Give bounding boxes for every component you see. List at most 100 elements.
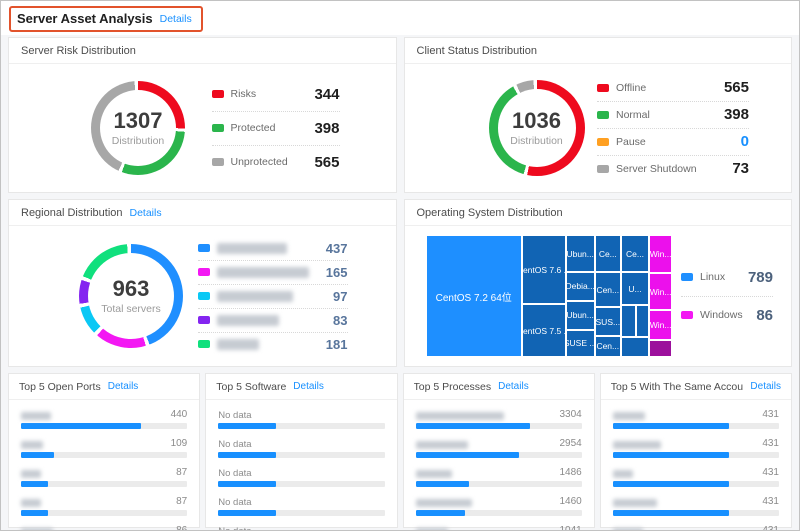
server-risk-legend: Risks 344 Protected 398 Unprotected 565: [211, 78, 340, 179]
bar-row: 440: [21, 409, 188, 429]
treemap-node[interactable]: [621, 337, 649, 356]
bar-row: 1460: [415, 496, 582, 516]
treemap-column: Ce... U...: [621, 236, 649, 356]
legend-item-risks[interactable]: Risks 344: [211, 78, 340, 112]
legend-item-offline[interactable]: Offline 565: [597, 75, 749, 102]
legend-value: 73: [732, 160, 749, 177]
bar-value: 1486: [559, 467, 582, 478]
legend-label: Server Shutdown: [616, 162, 697, 175]
bar-row-header: 86: [21, 525, 187, 530]
treemap-node-cen[interactable]: Cen...: [595, 273, 620, 307]
redacted-label: [216, 314, 279, 326]
software-details-link[interactable]: Details: [293, 381, 324, 392]
treemap-node-u[interactable]: U...: [621, 273, 649, 305]
panel-body: 1036 Distribution Offline 565 Normal 398 Pau…: [405, 64, 792, 192]
bar-value: 3304: [559, 409, 582, 420]
row-3: Top 5 Open Ports Details 440 109 87 87 86 To…: [8, 373, 792, 531]
legend-item-normal[interactable]: Normal 398: [597, 102, 749, 129]
processes-bar-chart: 3304 2954 1486 1460 1041: [404, 400, 594, 530]
server-risk-donut-chart: 1307 Distribution: [91, 81, 185, 175]
page-details-link[interactable]: Details: [159, 12, 192, 25]
title-annotation-box: Server Asset Analysis Details: [9, 6, 203, 32]
legend-item[interactable]: 181: [197, 333, 348, 356]
bar-value: 2954: [559, 438, 582, 449]
legend-item-linux[interactable]: Linux 789: [681, 259, 773, 297]
bar-track: [218, 423, 385, 429]
same-account-details-link[interactable]: Details: [750, 381, 781, 392]
redacted-label: [612, 441, 661, 449]
bar-row-header: 431: [612, 409, 779, 420]
treemap-node-ce[interactable]: Ce...: [595, 236, 620, 272]
treemap-column: CentOS 7.6 ...CentOS 7.5 ...: [522, 236, 565, 356]
treemap-node-cen[interactable]: Cen...: [595, 336, 620, 356]
legend-swatch: [211, 158, 224, 166]
bar-fill: [21, 452, 55, 458]
legend-item[interactable]: 83: [197, 309, 348, 333]
legend-item-protected[interactable]: Protected 398: [211, 112, 340, 146]
treemap-node[interactable]: [621, 306, 636, 336]
redacted-label: [415, 441, 468, 449]
treemap-split: [621, 306, 649, 336]
treemap-node-sus[interactable]: SUS...: [595, 308, 620, 335]
bar-row-header: 431: [612, 496, 779, 507]
bar-fill: [21, 510, 48, 516]
row-2: Regional Distribution Details 963 Total …: [8, 199, 792, 367]
panel-top5-processes: Top 5 Processes Details 3304 2954 1486 1460…: [402, 373, 595, 530]
legend-value: 344: [314, 85, 340, 103]
bar-row: No data: [218, 409, 385, 429]
legend-item-server-shutdown[interactable]: Server Shutdown 73: [597, 156, 749, 182]
legend-item[interactable]: 437: [197, 237, 348, 261]
legend-value: 0: [740, 133, 749, 150]
treemap-node-centos-7-5[interactable]: CentOS 7.5 ...: [522, 305, 565, 356]
donut-center: 1036 Distribution: [497, 89, 576, 167]
legend-swatch: [597, 110, 609, 119]
treemap-column: Ce... Cen... SUS... Cen...: [595, 236, 620, 356]
redacted-label: [21, 470, 41, 478]
legend-swatch: [197, 316, 210, 324]
treemap-node-ubun[interactable]: Ubun...: [566, 236, 594, 272]
treemap-node-centos-7-6[interactable]: CentOS 7.6 ...: [522, 236, 565, 304]
legend-item[interactable]: 165: [197, 261, 348, 285]
legend-item-unprotected[interactable]: Unprotected 565: [211, 146, 340, 179]
legend-item[interactable]: 97: [197, 285, 348, 309]
legend-item-pause[interactable]: Pause 0: [597, 129, 749, 156]
treemap-node-suse[interactable]: SUSE ...: [566, 330, 594, 356]
bar-label: No data: [218, 438, 252, 450]
treemap-column: CentOS 7.2 64位: [426, 236, 521, 356]
treemap-node-ubun[interactable]: Ubun...: [566, 301, 594, 329]
panel-title: Top 5 Software: [216, 380, 287, 393]
redacted-label: [216, 338, 259, 350]
treemap-node[interactable]: [637, 306, 649, 336]
bar-label: No data: [218, 525, 252, 531]
treemap-node[interactable]: [650, 341, 672, 356]
open-ports-details-link[interactable]: Details: [107, 381, 139, 392]
legend-swatch: [211, 124, 224, 132]
legend-item-windows[interactable]: Windows 86: [681, 297, 773, 334]
bar-row-header: 87: [21, 496, 187, 507]
bar-track: [415, 423, 582, 429]
open-ports-bar-chart: 440 109 87 87 86: [9, 400, 199, 530]
treemap-node-debia[interactable]: Debia...: [566, 273, 594, 300]
software-bar-chart: No data No data No data No data No data: [206, 400, 396, 531]
panel-body: 963 Total servers 437 165 97 83 181: [9, 226, 396, 366]
processes-details-link[interactable]: Details: [498, 381, 529, 392]
panel-client-status-distribution: Client Status Distribution 1036 Distribu…: [403, 37, 792, 193]
treemap-node-win[interactable]: Win...: [650, 274, 672, 309]
legend-swatch: [597, 164, 609, 173]
treemap-node-ce[interactable]: Ce...: [621, 236, 649, 272]
bar-value: 87: [176, 467, 188, 478]
bar-value: 87: [176, 496, 188, 507]
bar-row-header: 1041: [415, 525, 582, 530]
bar-track: [612, 452, 779, 458]
bar-row: 431: [612, 496, 779, 516]
bar-track: [218, 481, 385, 487]
bar-row: 431: [612, 525, 779, 530]
bar-track: [415, 452, 582, 458]
bar-fill: [415, 481, 469, 487]
treemap-node-centos-7-2-64[interactable]: CentOS 7.2 64位: [426, 236, 521, 356]
treemap-node-win[interactable]: Win...: [650, 236, 672, 273]
treemap-node-win[interactable]: Win...: [650, 310, 672, 340]
bar-fill: [218, 510, 277, 516]
donut-caption: Distribution: [111, 134, 165, 147]
regional-details-link[interactable]: Details: [129, 206, 162, 219]
